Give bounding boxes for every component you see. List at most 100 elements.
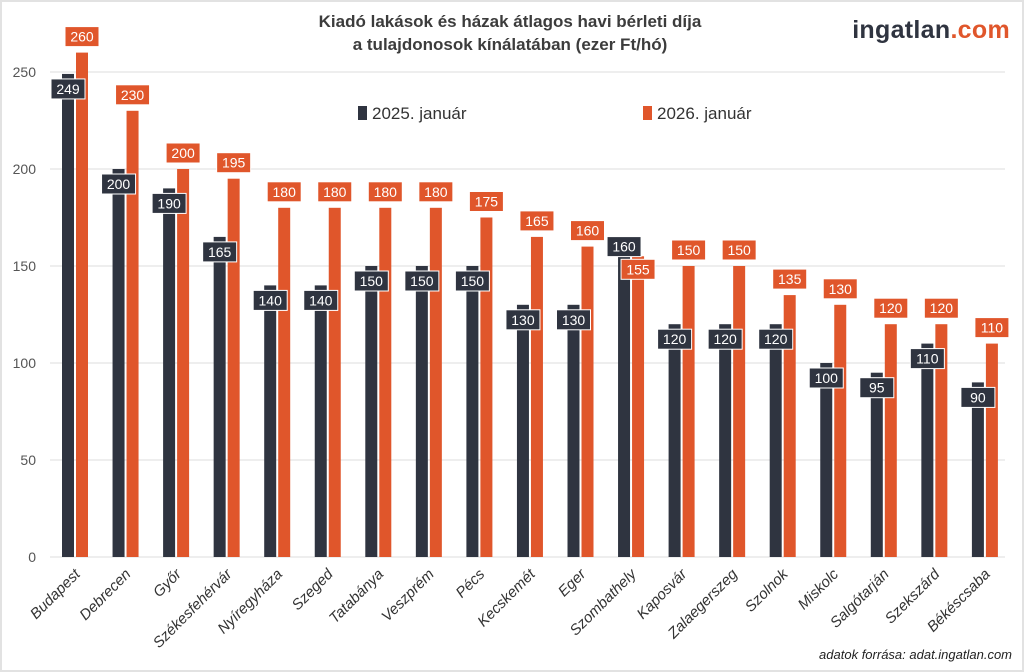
logo-suffix: .com [950, 16, 1010, 44]
bar-2026 [682, 266, 695, 557]
data-label-2025: 140 [309, 292, 333, 308]
bar-2025 [466, 266, 479, 557]
data-label-2026-box [974, 317, 1010, 339]
bar-2025 [264, 285, 277, 557]
data-label-2026-box [519, 210, 555, 232]
data-label-2025-box [657, 328, 693, 350]
x-category-label: Szeged [289, 565, 337, 613]
bar-2025 [415, 266, 428, 557]
data-label-2025: 120 [713, 331, 737, 347]
data-label-2025-box [303, 289, 339, 311]
legend-label-2025: 2025. január [372, 104, 467, 123]
x-category-label: Szolnok [742, 565, 793, 616]
bar-2026 [328, 207, 341, 558]
bar-2025 [567, 304, 580, 557]
data-label-2026-box [923, 297, 959, 319]
data-label-2025-box [758, 328, 794, 350]
data-label-2026-box [570, 220, 605, 242]
bar-2026 [581, 246, 594, 557]
legend-swatch-2026 [643, 106, 652, 120]
data-label-2026: 120 [930, 300, 954, 316]
bar-2026 [278, 207, 291, 558]
x-category-label: Tatabánya [326, 566, 387, 627]
bar-2025 [668, 324, 681, 557]
data-label-2026-box [418, 181, 454, 203]
data-label-2025: 120 [663, 331, 687, 347]
y-tick-label: 100 [13, 355, 37, 371]
data-label-2025-box [454, 270, 490, 292]
bar-2025 [314, 285, 327, 557]
bar-2026 [935, 324, 948, 557]
data-label-2026-box [216, 152, 252, 174]
data-label-2026-box [671, 239, 707, 261]
bar-2025 [163, 188, 176, 557]
data-label-2026-box [64, 26, 100, 48]
data-label-2026: 150 [677, 242, 701, 258]
data-label-2026: 160 [576, 223, 600, 239]
x-category-label: Eger [555, 565, 590, 600]
data-label-2026: 120 [879, 300, 903, 316]
bar-2026 [177, 169, 190, 557]
bar-2026 [227, 178, 240, 557]
data-label-2025: 95 [869, 380, 885, 396]
bar-2025 [112, 169, 125, 557]
data-label-2025: 120 [764, 331, 788, 347]
legend-swatch-2025 [358, 106, 367, 120]
title-line-2: a tulajdonosok kínálatában (ezer Ft/hó) [352, 35, 668, 54]
data-label-2026: 165 [525, 213, 549, 229]
data-label-2026-box [822, 278, 858, 300]
data-label-2025-box [353, 270, 389, 292]
data-label-2026: 150 [727, 242, 751, 258]
data-label-2026-box [468, 191, 504, 212]
data-label-2026-box [317, 181, 353, 203]
bar-2026 [834, 304, 847, 557]
bar-2025 [213, 236, 226, 557]
bar-2026 [783, 295, 796, 557]
data-label-2025-box [202, 241, 238, 263]
data-label-2025: 150 [461, 273, 485, 289]
bar-2025 [516, 304, 529, 557]
bar-2025 [820, 363, 833, 557]
data-label-2025: 150 [410, 273, 434, 289]
y-tick-label: 200 [13, 161, 37, 177]
data-label-2025: 150 [360, 273, 384, 289]
bar-2026 [530, 236, 543, 557]
data-label-2026-box [115, 84, 151, 106]
bar-2025 [719, 324, 732, 557]
data-label-2025: 190 [157, 195, 181, 211]
bar-2025 [971, 382, 984, 557]
data-label-2026: 130 [829, 281, 853, 297]
bar-2026 [985, 343, 998, 557]
data-label-2025: 140 [259, 292, 283, 308]
bar-2026 [76, 52, 88, 557]
y-tick-label: 150 [13, 258, 37, 274]
source-note: adatok forrása: adat.ingatlan.com [819, 647, 1012, 662]
data-label-2025: 165 [208, 244, 232, 260]
data-label-2025-box [707, 328, 743, 350]
data-label-2026-box [266, 181, 302, 203]
data-label-2025-box [859, 377, 895, 399]
data-label-2025: 130 [511, 312, 535, 328]
title-line-1: Kiadó lakások és házak átlagos havi bérl… [318, 12, 702, 31]
y-tick-label: 50 [20, 452, 36, 468]
x-category-label: Debrecen [76, 566, 134, 624]
bar-2026 [884, 324, 897, 557]
data-label-2025-box [151, 192, 187, 214]
y-tick-label: 250 [13, 64, 37, 80]
bar-2026 [480, 217, 493, 557]
data-label-2026: 260 [70, 29, 94, 45]
legend-label-2026: 2026. január [657, 104, 752, 123]
data-label-2026: 230 [121, 87, 145, 103]
bar-2026 [379, 207, 392, 558]
data-label-2026-box [620, 258, 656, 280]
data-label-2025-box [808, 367, 844, 389]
data-label-2025: 100 [815, 370, 839, 386]
data-label-2026: 175 [475, 194, 499, 210]
data-label-2025: 200 [107, 176, 131, 192]
data-label-2026: 180 [424, 184, 448, 200]
x-category-label: Pécs [453, 565, 489, 601]
bar-2025 [769, 324, 782, 557]
data-label-2026: 180 [374, 184, 398, 200]
